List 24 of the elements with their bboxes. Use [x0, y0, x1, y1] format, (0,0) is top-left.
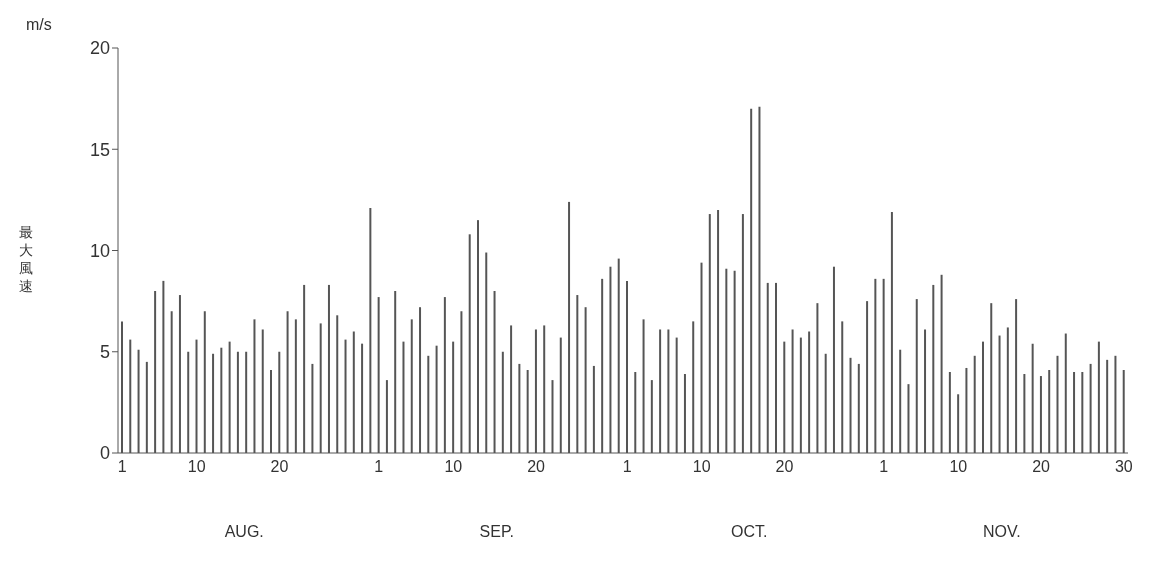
x-tick-label: 10 — [949, 458, 968, 476]
x-tick-label: 1 — [117, 458, 127, 476]
text: OCT. — [730, 523, 769, 541]
text: AUG. — [223, 523, 265, 541]
y-tick-label: 10 — [89, 240, 110, 261]
x-tick-label: 20 — [1032, 458, 1051, 476]
x-tick-label: 30 — [1114, 458, 1133, 476]
x-tick-label: 20 — [527, 458, 546, 476]
x-tick-label: 10 — [187, 458, 206, 476]
y-tick-label: 20 — [89, 38, 110, 59]
y-tick-label: 0 — [99, 443, 110, 464]
x-tick-label: 20 — [270, 458, 289, 476]
text: m/s — [26, 16, 52, 34]
text: SEP. — [478, 523, 515, 541]
y-tick-label: 15 — [89, 139, 110, 160]
x-tick-label: 1 — [879, 458, 889, 476]
y-axis-title: 最大風速 — [18, 223, 33, 295]
text: NOV. — [981, 523, 1022, 541]
x-tick-label: 20 — [775, 458, 794, 476]
x-tick-label: 1 — [374, 458, 384, 476]
x-tick-label: 10 — [692, 458, 711, 476]
y-tick-label: 5 — [99, 342, 110, 363]
x-tick-label: 1 — [622, 458, 632, 476]
x-tick-label: 10 — [444, 458, 463, 476]
